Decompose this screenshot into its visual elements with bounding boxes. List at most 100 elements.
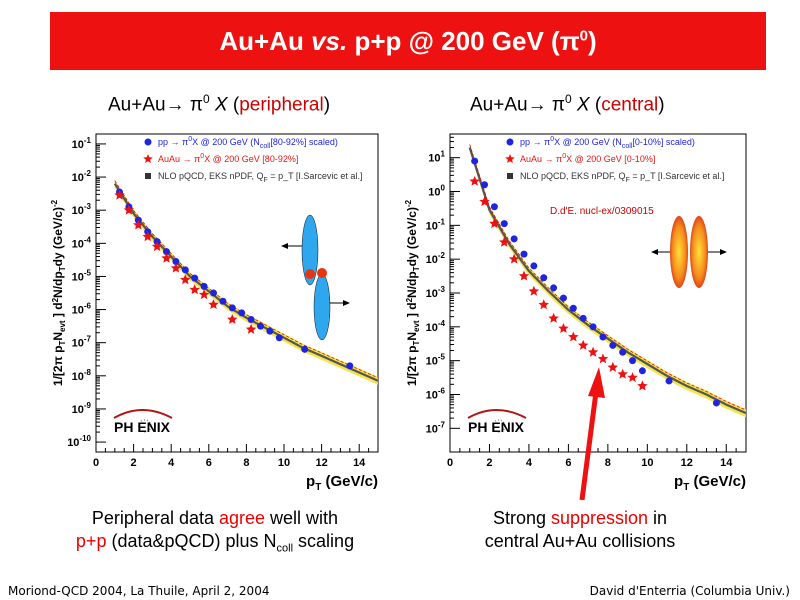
plot-frame <box>449 133 747 453</box>
central-arrow-left-head <box>651 249 658 255</box>
y-tick-label: 100 <box>428 184 445 199</box>
x-tick-label: 6 <box>206 457 212 469</box>
auau-data-point <box>170 262 182 273</box>
theory-curve <box>468 147 747 415</box>
x-axis-label: pT (GeV/c) <box>306 473 378 493</box>
theory-band-edge <box>469 144 747 411</box>
auau-data-point <box>227 314 238 324</box>
plot-frame <box>95 133 379 453</box>
y-tick-label: 101 <box>428 150 445 165</box>
y-tick-label: 10-4 <box>426 319 446 334</box>
phenix-logo-arc <box>113 409 173 419</box>
y-tick-label: 10-3 <box>72 202 92 217</box>
auau-data-point <box>161 252 172 263</box>
x-tick-label: 0 <box>93 457 99 469</box>
x-tick-label: 2 <box>486 457 492 469</box>
pp-data-point <box>172 258 180 266</box>
y-tick-label: 10-2 <box>426 251 446 266</box>
reference-annotation: D.d'E. nucl-ex/0309015 <box>550 206 654 217</box>
theory-band-edge <box>114 180 379 379</box>
auau-data-point <box>245 323 257 334</box>
pp-data-point <box>589 323 597 331</box>
suppression-arrow-shaft <box>579 391 599 500</box>
pp-data-point <box>665 377 673 385</box>
legend-marker-circle <box>506 138 514 146</box>
auau-data-point <box>198 289 210 300</box>
legend-entry-1: pp → π0X @ 200 GeV (Ncoll[80-92%] scaled… <box>158 136 338 150</box>
auau-data-point <box>518 270 530 281</box>
x-tick-label: 12 <box>681 457 693 469</box>
auau-data-point <box>499 236 510 247</box>
legend-marker-star <box>143 154 153 163</box>
slide-title: Au+Au vs. p+p @ 200 GeV (π0) <box>219 25 597 56</box>
phenix-logo-burst <box>138 419 152 433</box>
pp-data-point <box>266 327 274 335</box>
y-tick-label: 10-10 <box>67 434 91 449</box>
nucleus-upper-illustration <box>301 214 319 286</box>
pp-data-point <box>200 282 208 290</box>
pp-data-point <box>619 348 627 356</box>
pp-data-point <box>481 181 489 189</box>
x-tick-label: 8 <box>605 457 611 469</box>
auau-data-point <box>133 219 144 230</box>
x-tick-label: 4 <box>526 457 533 469</box>
phenix-logo-burst <box>492 419 506 433</box>
pp-data-point <box>712 399 720 407</box>
x-tick-label: 12 <box>315 457 327 469</box>
pp-data-point <box>238 309 246 317</box>
pp-data-point <box>569 304 577 312</box>
pp-data-point <box>210 289 217 297</box>
auau-data-point <box>123 204 135 215</box>
pp-data-point <box>471 157 479 165</box>
pp-data-point <box>629 357 637 365</box>
slide-title-bar: Au+Au vs. p+p @ 200 GeV (π0) <box>50 12 766 70</box>
legend-marker-circle <box>144 138 152 146</box>
y-tick-label: 10-6 <box>72 302 92 317</box>
auau-data-point <box>114 189 125 200</box>
left-caption: Peripheral data agree well with p+p (dat… <box>75 508 355 555</box>
pp-data-point <box>181 266 189 274</box>
auau-data-point <box>469 175 480 186</box>
overlap-fragment <box>305 269 315 279</box>
y-tick-label: 10-7 <box>72 335 92 350</box>
x-tick-label: 6 <box>565 457 571 469</box>
x-axis-label: pT (GeV/c) <box>674 473 746 493</box>
central-nucleus-left <box>670 216 688 288</box>
x-tick-label: 10 <box>278 457 290 469</box>
auau-data-point <box>548 312 559 323</box>
auau-data-point <box>489 218 500 229</box>
x-tick-label: 2 <box>131 457 137 469</box>
legend-marker-square <box>507 173 513 179</box>
central-arrow-right-head <box>720 249 727 255</box>
y-tick-label: 10-8 <box>72 368 92 383</box>
x-tick-label: 14 <box>353 457 366 469</box>
auau-data-point <box>151 241 163 252</box>
auau-data-point <box>528 285 540 296</box>
pp-data-point <box>191 274 199 282</box>
auau-data-point <box>607 361 618 372</box>
direction-arrow-left-head <box>281 243 288 249</box>
pp-data-point <box>163 248 170 256</box>
footer-author: David d'Enterria (Columbia Univ.) <box>589 584 790 598</box>
pp-data-point <box>257 322 264 330</box>
pp-data-point <box>540 274 548 282</box>
auau-data-point <box>597 353 609 364</box>
overlap-fragment <box>317 268 327 278</box>
pp-data-point <box>510 235 518 243</box>
auau-data-point <box>637 380 648 391</box>
auau-data-point <box>587 346 599 357</box>
y-tick-label: 10-1 <box>426 217 446 232</box>
pp-data-point <box>550 284 558 292</box>
legend-entry-3: NLO pQCD, EKS nPDF, QF = p_T [I.Sarcevic… <box>158 171 362 184</box>
pp-data-point <box>247 316 255 323</box>
pp-data-point <box>490 203 498 211</box>
pp-data-point <box>520 250 528 258</box>
pp-data-point <box>559 294 567 302</box>
pp-data-point <box>530 262 538 270</box>
legend-entry-1: pp → π0X @ 200 GeV (Ncoll[0-10%] scaled) <box>520 136 695 150</box>
y-tick-label: 10-5 <box>426 353 446 368</box>
pp-data-point <box>500 220 508 228</box>
x-tick-label: 4 <box>168 457 175 469</box>
right-caption: Strong suppression in central Au+Au coll… <box>484 508 676 551</box>
auau-data-point <box>627 372 638 382</box>
